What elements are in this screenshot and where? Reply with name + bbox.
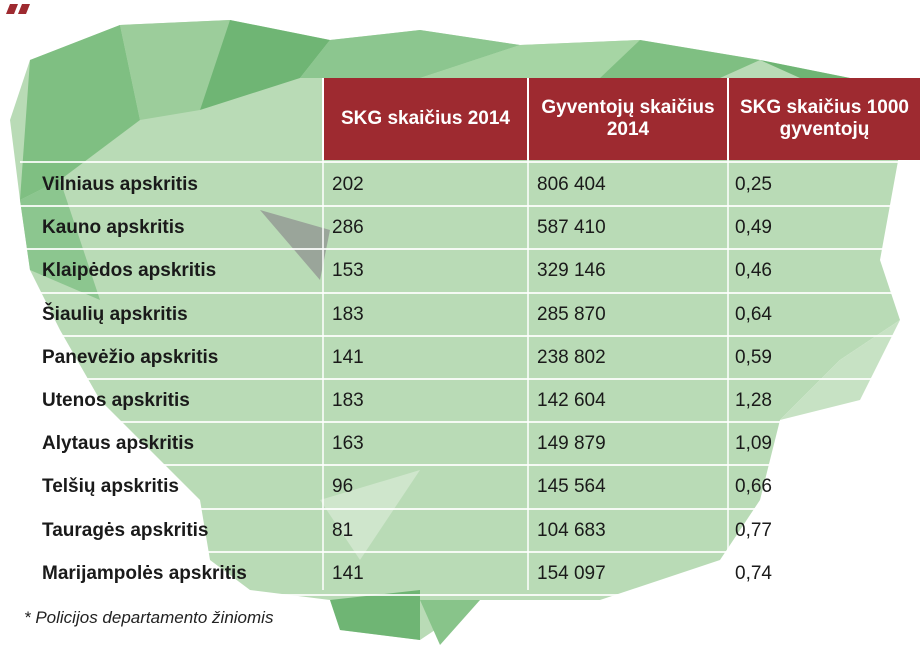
- row-label: Alytaus apskritis: [42, 433, 195, 455]
- row-label: Vilniaus apskritis: [42, 174, 198, 195]
- cell-value: 183: [332, 303, 364, 325]
- row-divider: [20, 334, 920, 337]
- cell-value: 183: [332, 390, 364, 411]
- cell-value: 329 146: [537, 260, 606, 282]
- column-divider: [727, 160, 729, 590]
- cell-value: 0,49: [735, 217, 772, 239]
- map-facet: [420, 600, 480, 645]
- row-label: Telšių apskritis: [42, 476, 179, 498]
- cell-value: 141: [332, 562, 364, 584]
- map-facet: [320, 470, 420, 560]
- column-divider: [527, 160, 529, 590]
- cell-value: 104 683: [537, 519, 606, 541]
- row-divider: [20, 550, 920, 553]
- cell-value: 202: [332, 174, 364, 195]
- cell-value: 0,77: [735, 519, 772, 541]
- cell-value: 1,28: [735, 390, 772, 411]
- row-divider: [20, 161, 920, 163]
- map-facet: [780, 320, 900, 420]
- row-label: Panevėžio apskritis: [42, 346, 219, 368]
- map-facet: [300, 30, 520, 78]
- cell-value: 142 604: [537, 390, 606, 411]
- quote-mark: [6, 4, 18, 14]
- cell-value: 145 564: [537, 476, 606, 498]
- cell-value: 1,09: [735, 433, 772, 455]
- cell-value: 96: [332, 476, 354, 498]
- row-divider: [20, 291, 920, 294]
- map-facet: [120, 20, 230, 120]
- cell-value: 154 097: [537, 562, 606, 584]
- cell-value: 0,59: [735, 346, 772, 368]
- cell-value: 163: [332, 433, 364, 455]
- map-facet: [200, 20, 330, 110]
- quote-mark: [18, 4, 30, 14]
- cell-value: 286: [332, 217, 364, 239]
- cell-value: 587 410: [537, 217, 606, 239]
- row-divider: [20, 594, 920, 596]
- map-facet: [20, 25, 140, 200]
- map-facet: [20, 180, 100, 300]
- map-facet: [260, 210, 330, 280]
- row-divider: [20, 378, 920, 380]
- cell-value: 141: [332, 346, 364, 368]
- row-label: Utenos apskritis: [42, 390, 190, 411]
- row-label: Tauragės apskritis: [42, 519, 209, 541]
- cell-value: 81: [332, 519, 354, 541]
- cell-value: 238 802: [537, 346, 606, 368]
- map-shape: [10, 20, 900, 640]
- map-facet: [600, 40, 760, 78]
- cell-value: 0,25: [735, 174, 772, 195]
- cell-value: 153: [332, 260, 364, 282]
- cell-value: 0,64: [735, 303, 772, 325]
- map-facet: [330, 590, 420, 640]
- row-label: Klaipėdos apskritis: [42, 260, 217, 282]
- footnote: * Policijos departamento žiniomis: [24, 608, 274, 627]
- row-label: Kauno apskritis: [42, 217, 185, 239]
- map-facet: [760, 60, 860, 80]
- cell-value: 149 879: [537, 433, 606, 455]
- header-cell: SKG skaičius 1000 gyventojų: [727, 78, 920, 160]
- cell-value: 806 404: [537, 174, 606, 195]
- row-label: Marijampolės apskritis: [42, 562, 247, 584]
- cell-value: 0,74: [735, 562, 772, 584]
- cell-value: 0,66: [735, 476, 772, 498]
- row-divider: [20, 248, 920, 251]
- row-divider: [20, 421, 920, 424]
- cell-value: 0,46: [735, 260, 772, 282]
- cell-value: 285 870: [537, 303, 606, 325]
- row-divider: [20, 507, 920, 510]
- header-cell: SKG skaičius 2014: [322, 78, 527, 160]
- map-facet: [420, 40, 640, 78]
- row-divider: [20, 205, 920, 208]
- column-divider: [322, 160, 324, 590]
- row-divider: [20, 464, 920, 467]
- row-label: Šiaulių apskritis: [42, 303, 188, 325]
- header-cell: Gyventojų skaičius 2014: [527, 78, 727, 160]
